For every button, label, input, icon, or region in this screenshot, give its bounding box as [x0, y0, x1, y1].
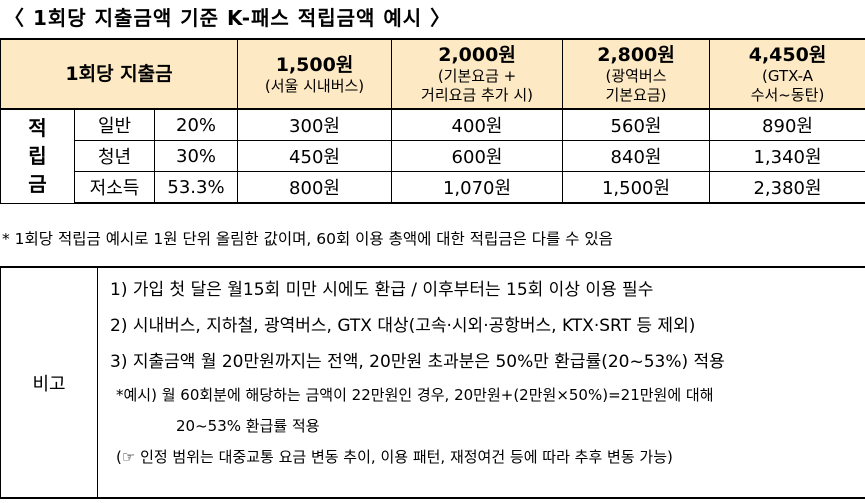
notes-table: 비고 1) 가입 첫 달은 월15회 미만 시에도 환급 / 이후부터는 15회…: [0, 266, 865, 499]
side-label-char: 금: [28, 172, 47, 197]
side-label-char: 립: [28, 144, 47, 169]
table-row: 적 립 금 일반 20% 300원 400원 560원 890원: [0, 108, 865, 204]
side-label-cell: 적 립 금: [0, 108, 75, 204]
table-row: 저소득 53.3% 800원 1,070원 1,500원 2,380원: [1, 171, 865, 204]
notes-label: 비고: [0, 266, 98, 499]
note-disclaimer: (☞ 인정 범위는 대중교통 요금 변동 추이, 이용 패턴, 재정여건 등에 …: [116, 448, 673, 466]
header-col-3: 2,800원 (광역버스 기본요금): [562, 38, 711, 110]
note-line: 3) 지출금액 월 20만원까지는 전액, 20만원 초과분은 50%만 환급률…: [110, 352, 725, 372]
row-value: 1,070원: [391, 171, 564, 204]
header-desc: (서울 시내버스): [264, 76, 365, 95]
row-type: 청년: [74, 140, 155, 172]
note-example-continued: 20~53% 환급률 적용: [176, 417, 320, 435]
note-example: *예시) 월 60회분에 해당하는 금액이 22만원인 경우, 20만원+(2만…: [116, 386, 714, 404]
row-value: 2,380원: [709, 171, 865, 204]
header-col-4: 4,450원 (GTX-A 수서~동탄): [709, 38, 865, 110]
row-value: 840원: [562, 140, 711, 172]
header-label: 1회당 지출금: [65, 63, 173, 85]
header-amount: 2,800원: [597, 44, 675, 66]
row-value: 450원: [237, 140, 393, 172]
header-col-1: 1,500원 (서울 시내버스): [237, 38, 393, 110]
header-desc: 기본요금): [605, 86, 667, 104]
row-value: 800원: [237, 171, 393, 204]
note-line: 1) 가입 첫 달은 월15회 미만 시에도 환급 / 이후부터는 15회 이상…: [110, 280, 654, 300]
header-desc: (GTX-A: [762, 67, 813, 85]
side-label-char: 적: [28, 116, 47, 141]
header-label-cell: 1회당 지출금: [0, 38, 239, 110]
row-type: 일반: [74, 108, 155, 141]
header-desc: 수서~동탄): [750, 86, 825, 104]
row-value: 400원: [391, 108, 564, 141]
row-value: 600원: [391, 140, 564, 172]
header-desc: (기본요금 +: [437, 67, 517, 85]
row-value: 560원: [562, 108, 711, 141]
row-value: 890원: [709, 108, 865, 141]
table-row: 청년 30% 450원 600원 840원 1,340원: [1, 140, 865, 172]
savings-table: 1회당 지출금 1,500원 (서울 시내버스) 2,000원 (기본요금 + …: [0, 38, 865, 204]
header-col-2: 2,000원 (기본요금 + 거리요금 추가 시): [391, 38, 564, 110]
row-rate: 53.3%: [153, 171, 239, 204]
footnote: * 1회당 적립금 예시로 1원 단위 올림한 값이며, 60회 이용 총액에 …: [2, 230, 613, 248]
row-value: 300원: [237, 108, 393, 141]
header-amount: 4,450원: [748, 44, 827, 66]
row-type: 저소득: [74, 171, 155, 204]
row-rate: 30%: [153, 140, 239, 172]
header-amount: 1,500원: [275, 53, 354, 76]
row-rate: 20%: [153, 108, 239, 141]
note-line: 2) 시내버스, 지하철, 광역버스, GTX 대상(고속·시외·공항버스, K…: [110, 316, 696, 336]
header-desc: (광역버스: [605, 67, 667, 85]
notes-body: 1) 가입 첫 달은 월15회 미만 시에도 환급 / 이후부터는 15회 이상…: [97, 266, 865, 499]
table-header-row: 1회당 지출금 1,500원 (서울 시내버스) 2,000원 (기본요금 + …: [0, 38, 865, 110]
row-value: 1,500원: [562, 171, 711, 204]
row-value: 1,340원: [709, 140, 865, 172]
header-amount: 2,000원: [438, 44, 516, 66]
page-title: 〈 1회당 지출금액 기준 K-패스 적립금액 예시 〉: [4, 6, 452, 30]
header-desc: 거리요금 추가 시): [421, 86, 534, 104]
